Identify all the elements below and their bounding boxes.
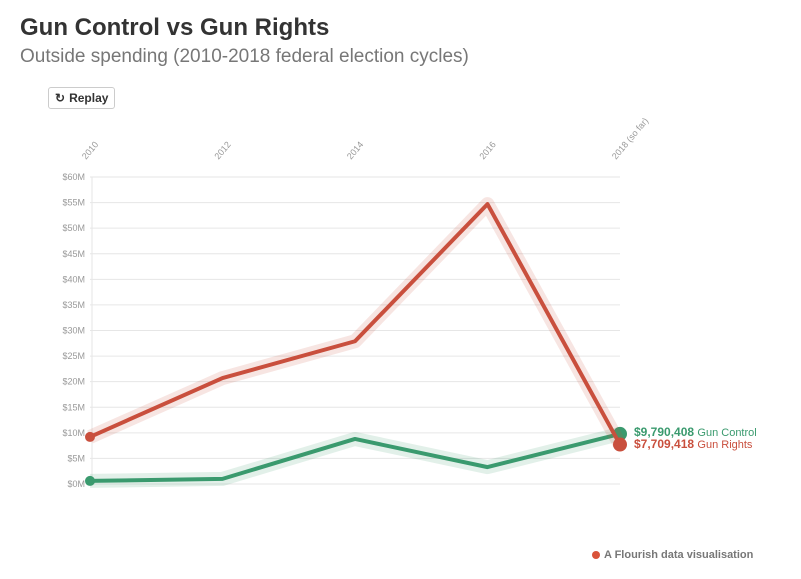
flourish-logo-icon xyxy=(592,551,600,559)
y-tick-label: $30M xyxy=(62,326,85,336)
y-tick-label: $45M xyxy=(62,249,85,259)
y-tick-label: $0M xyxy=(67,479,85,489)
x-tick-label: 2010 xyxy=(80,140,101,162)
y-tick-label: $40M xyxy=(62,274,85,284)
end-point xyxy=(613,437,627,452)
x-tick-label: 2014 xyxy=(345,140,366,162)
start-point xyxy=(85,431,95,442)
flourish-credit[interactable]: A Flourish data visualisation xyxy=(592,549,753,561)
end-label: $7,709,418 Gun Rights xyxy=(634,437,753,451)
chart-title: Gun Control vs Gun Rights xyxy=(20,14,330,41)
series-line-gun-control xyxy=(89,431,621,483)
y-tick-label: $5M xyxy=(67,453,85,463)
series-line-gun-rights xyxy=(89,202,622,446)
end-value: $7,709,418 xyxy=(634,437,697,451)
y-tick-label: $20M xyxy=(62,377,85,387)
y-tick-label: $35M xyxy=(62,300,85,310)
replay-label: Replay xyxy=(69,91,109,105)
x-tick-label: 2012 xyxy=(212,140,233,162)
end-value: $9,790,408 xyxy=(634,425,697,439)
series-halo-gun-rights xyxy=(87,197,627,448)
y-tick-label: $60M xyxy=(62,172,85,182)
y-tick-label: $25M xyxy=(62,351,85,361)
chart-subtitle: Outside spending (2010-2018 federal elec… xyxy=(20,46,469,67)
x-tick-label: 2016 xyxy=(477,140,498,162)
series-name: Gun Control xyxy=(697,427,756,439)
end-label: $9,790,408 Gun Control xyxy=(634,425,757,439)
flourish-credit-text: A Flourish data visualisation xyxy=(604,549,754,561)
y-tick-label: $50M xyxy=(62,223,85,233)
replay-icon: ↻ xyxy=(55,91,66,105)
start-point xyxy=(85,475,95,486)
series-name: Gun Rights xyxy=(697,439,753,451)
y-tick-label: $15M xyxy=(62,402,85,412)
x-tick-label: 2018 (so far) xyxy=(610,116,650,162)
replay-button[interactable]: ↻ Replay xyxy=(48,87,116,109)
y-tick-label: $55M xyxy=(62,198,85,208)
y-tick-label: $10M xyxy=(62,428,85,438)
